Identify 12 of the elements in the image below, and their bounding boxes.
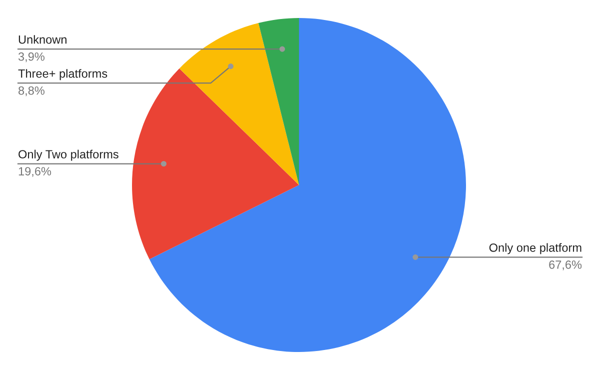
pie-slice (149, 18, 466, 352)
pie-slice (132, 68, 299, 260)
slice-label: Unknown (18, 35, 66, 44)
slice-label: Three+ platforms (18, 69, 108, 80)
slice-label: Only one platform (489, 243, 582, 254)
pie-slice (179, 23, 299, 185)
pie-slice (258, 18, 299, 185)
slice-label: Only Two platforms (18, 150, 118, 161)
data-label: 67,6% (549, 260, 582, 270)
data-label: 3,9% (18, 52, 44, 62)
data-label: 8,8% (18, 86, 44, 96)
data-label: 19,6% (18, 167, 52, 177)
